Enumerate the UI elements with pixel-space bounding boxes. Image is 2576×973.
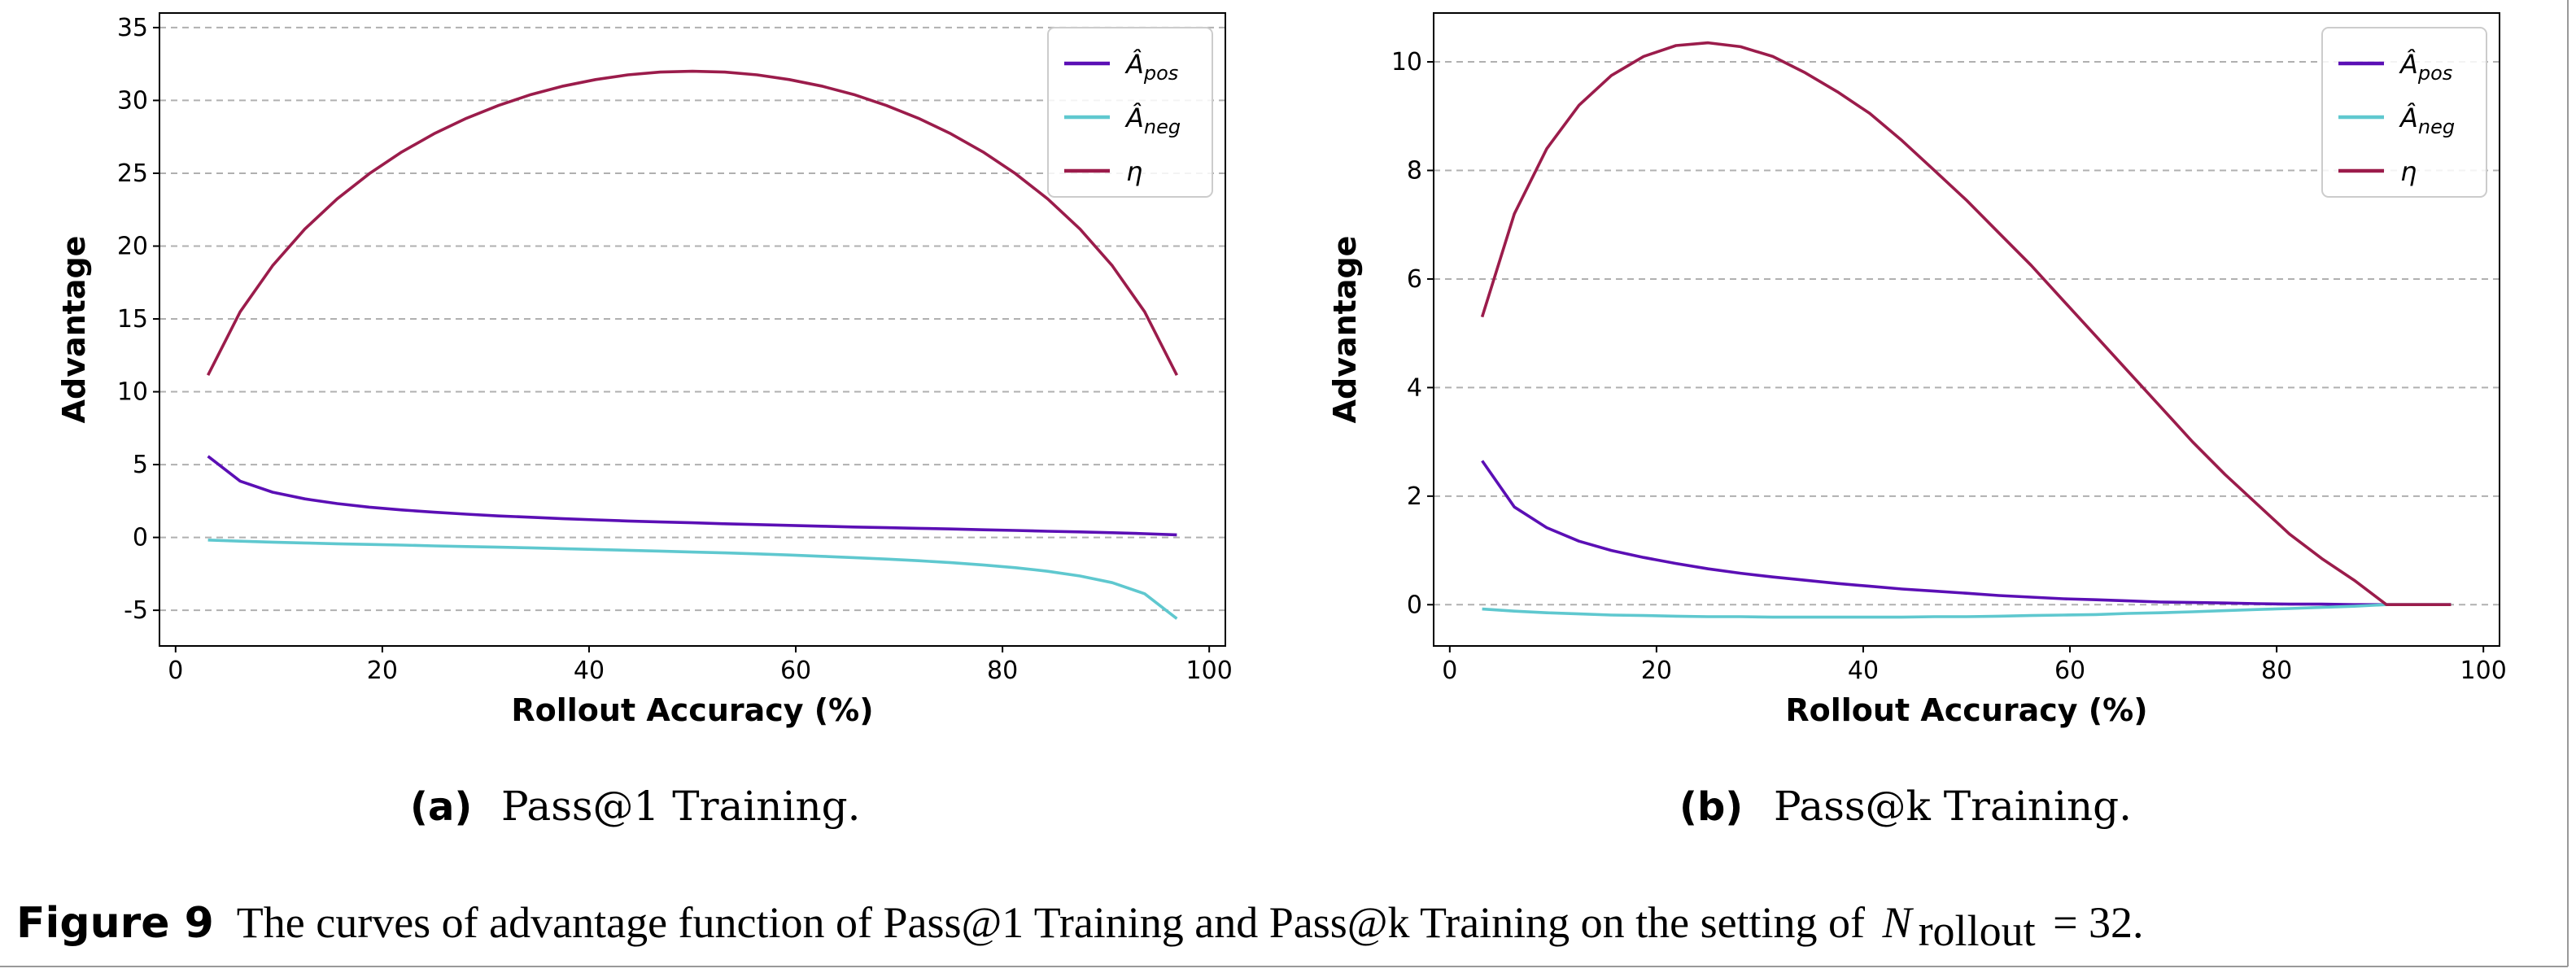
x-tick-label: 0	[1442, 657, 1457, 685]
series-line-eta	[1480, 41, 2452, 607]
legend-label: η	[1126, 156, 1142, 187]
figure-caption-math-rest: = 32.	[2042, 898, 2144, 947]
series-line-neg	[207, 539, 1178, 620]
y-tick-label: 10	[1391, 48, 1422, 76]
y-tick-label: 0	[1407, 591, 1422, 619]
y-tick-label: 8	[1407, 156, 1422, 185]
y-tick-label: 0	[133, 524, 148, 552]
legend-label: Âneg	[1124, 103, 1181, 138]
series-line-pos	[207, 455, 1177, 537]
legend-label-main: Â	[1124, 103, 1144, 133]
legend-label: Âpos	[1124, 49, 1178, 85]
figure-caption-math-var: N	[1882, 898, 1915, 947]
x-tick-label: 100	[2460, 657, 2507, 685]
legend-label-sub: pos	[1143, 62, 1178, 85]
x-tick-label: 80	[987, 657, 1018, 685]
x-tick-label: 60	[2054, 657, 2085, 685]
legend-box	[1047, 27, 1213, 198]
y-tick-label: 10	[117, 378, 148, 407]
y-tick-label: 2	[1407, 482, 1422, 511]
x-tick-label: 0	[168, 657, 183, 685]
legend-label-sub: pos	[2417, 62, 2452, 85]
x-tick-label: 60	[780, 657, 811, 685]
x-tick-label: 20	[367, 657, 398, 685]
y-tick-label: 6	[1407, 265, 1422, 294]
legend-label-main: Â	[1124, 49, 1144, 80]
figure-caption-math-sub: rollout	[1919, 906, 2036, 955]
x-tick-label: 20	[1641, 657, 1672, 685]
legend-label-main: η	[2400, 156, 2417, 187]
figure-caption-tag: Figure 9	[16, 899, 214, 948]
plot-frame	[1433, 12, 2500, 647]
y-tick-label: -5	[124, 596, 148, 625]
y-axis-label: Advantage	[56, 236, 92, 424]
legend-label-sub: neg	[1144, 116, 1181, 138]
y-tick-label: 20	[117, 232, 148, 260]
legend-box	[2321, 27, 2487, 198]
legend-label-main: Â	[2399, 103, 2418, 133]
series-line-eta	[206, 69, 1179, 377]
x-tick-label: 100	[1186, 657, 1233, 685]
legend-label: Âpos	[2399, 49, 2452, 85]
plot-frame	[159, 12, 1226, 647]
y-tick-label: 4	[1407, 373, 1422, 402]
x-tick-label: 40	[574, 657, 605, 685]
legend-label-sub: neg	[2418, 116, 2455, 138]
subcaption-b-tag: (b)	[1679, 784, 1743, 830]
y-tick-label: 15	[117, 305, 148, 334]
subcaption-a-tag: (a)	[410, 784, 472, 830]
subcaption-b: (b) Pass@k Training.	[1679, 783, 2132, 830]
series-line-neg	[1482, 603, 2452, 619]
y-tick-label: 5	[133, 451, 148, 479]
figure-caption-text: The curves of advantage function of Pass…	[237, 898, 1876, 947]
series-line-pos	[1481, 460, 2452, 607]
x-tick-label: 80	[2261, 657, 2292, 685]
subcaption-b-text: Pass@k Training.	[1774, 783, 2132, 830]
y-tick-label: 35	[117, 14, 148, 42]
subcaption-a-text: Pass@1 Training.	[501, 783, 861, 830]
legend-label-main: Â	[2399, 49, 2418, 80]
y-tick-label: 25	[117, 159, 148, 188]
subcaption-a: (a) Pass@1 Training.	[410, 783, 861, 830]
y-tick-label: 30	[117, 86, 148, 115]
chart-panel-a: -5 0 5 10 15 20 25 30 35 0 20 40 60 80 100 Rollout Accu…	[56, 12, 1233, 728]
x-axis-label: Rollout Accuracy (%)	[511, 692, 873, 728]
legend-label: Âneg	[2399, 103, 2455, 138]
y-axis-label: Advantage	[1327, 236, 1363, 424]
legend-label: η	[2400, 156, 2417, 187]
x-axis-label: Rollout Accuracy (%)	[1785, 692, 2147, 728]
figure-caption: Figure 9 The curves of advantage functio…	[16, 898, 2144, 955]
legend-label-main: η	[1126, 156, 1142, 187]
x-tick-label: 40	[1848, 657, 1879, 685]
